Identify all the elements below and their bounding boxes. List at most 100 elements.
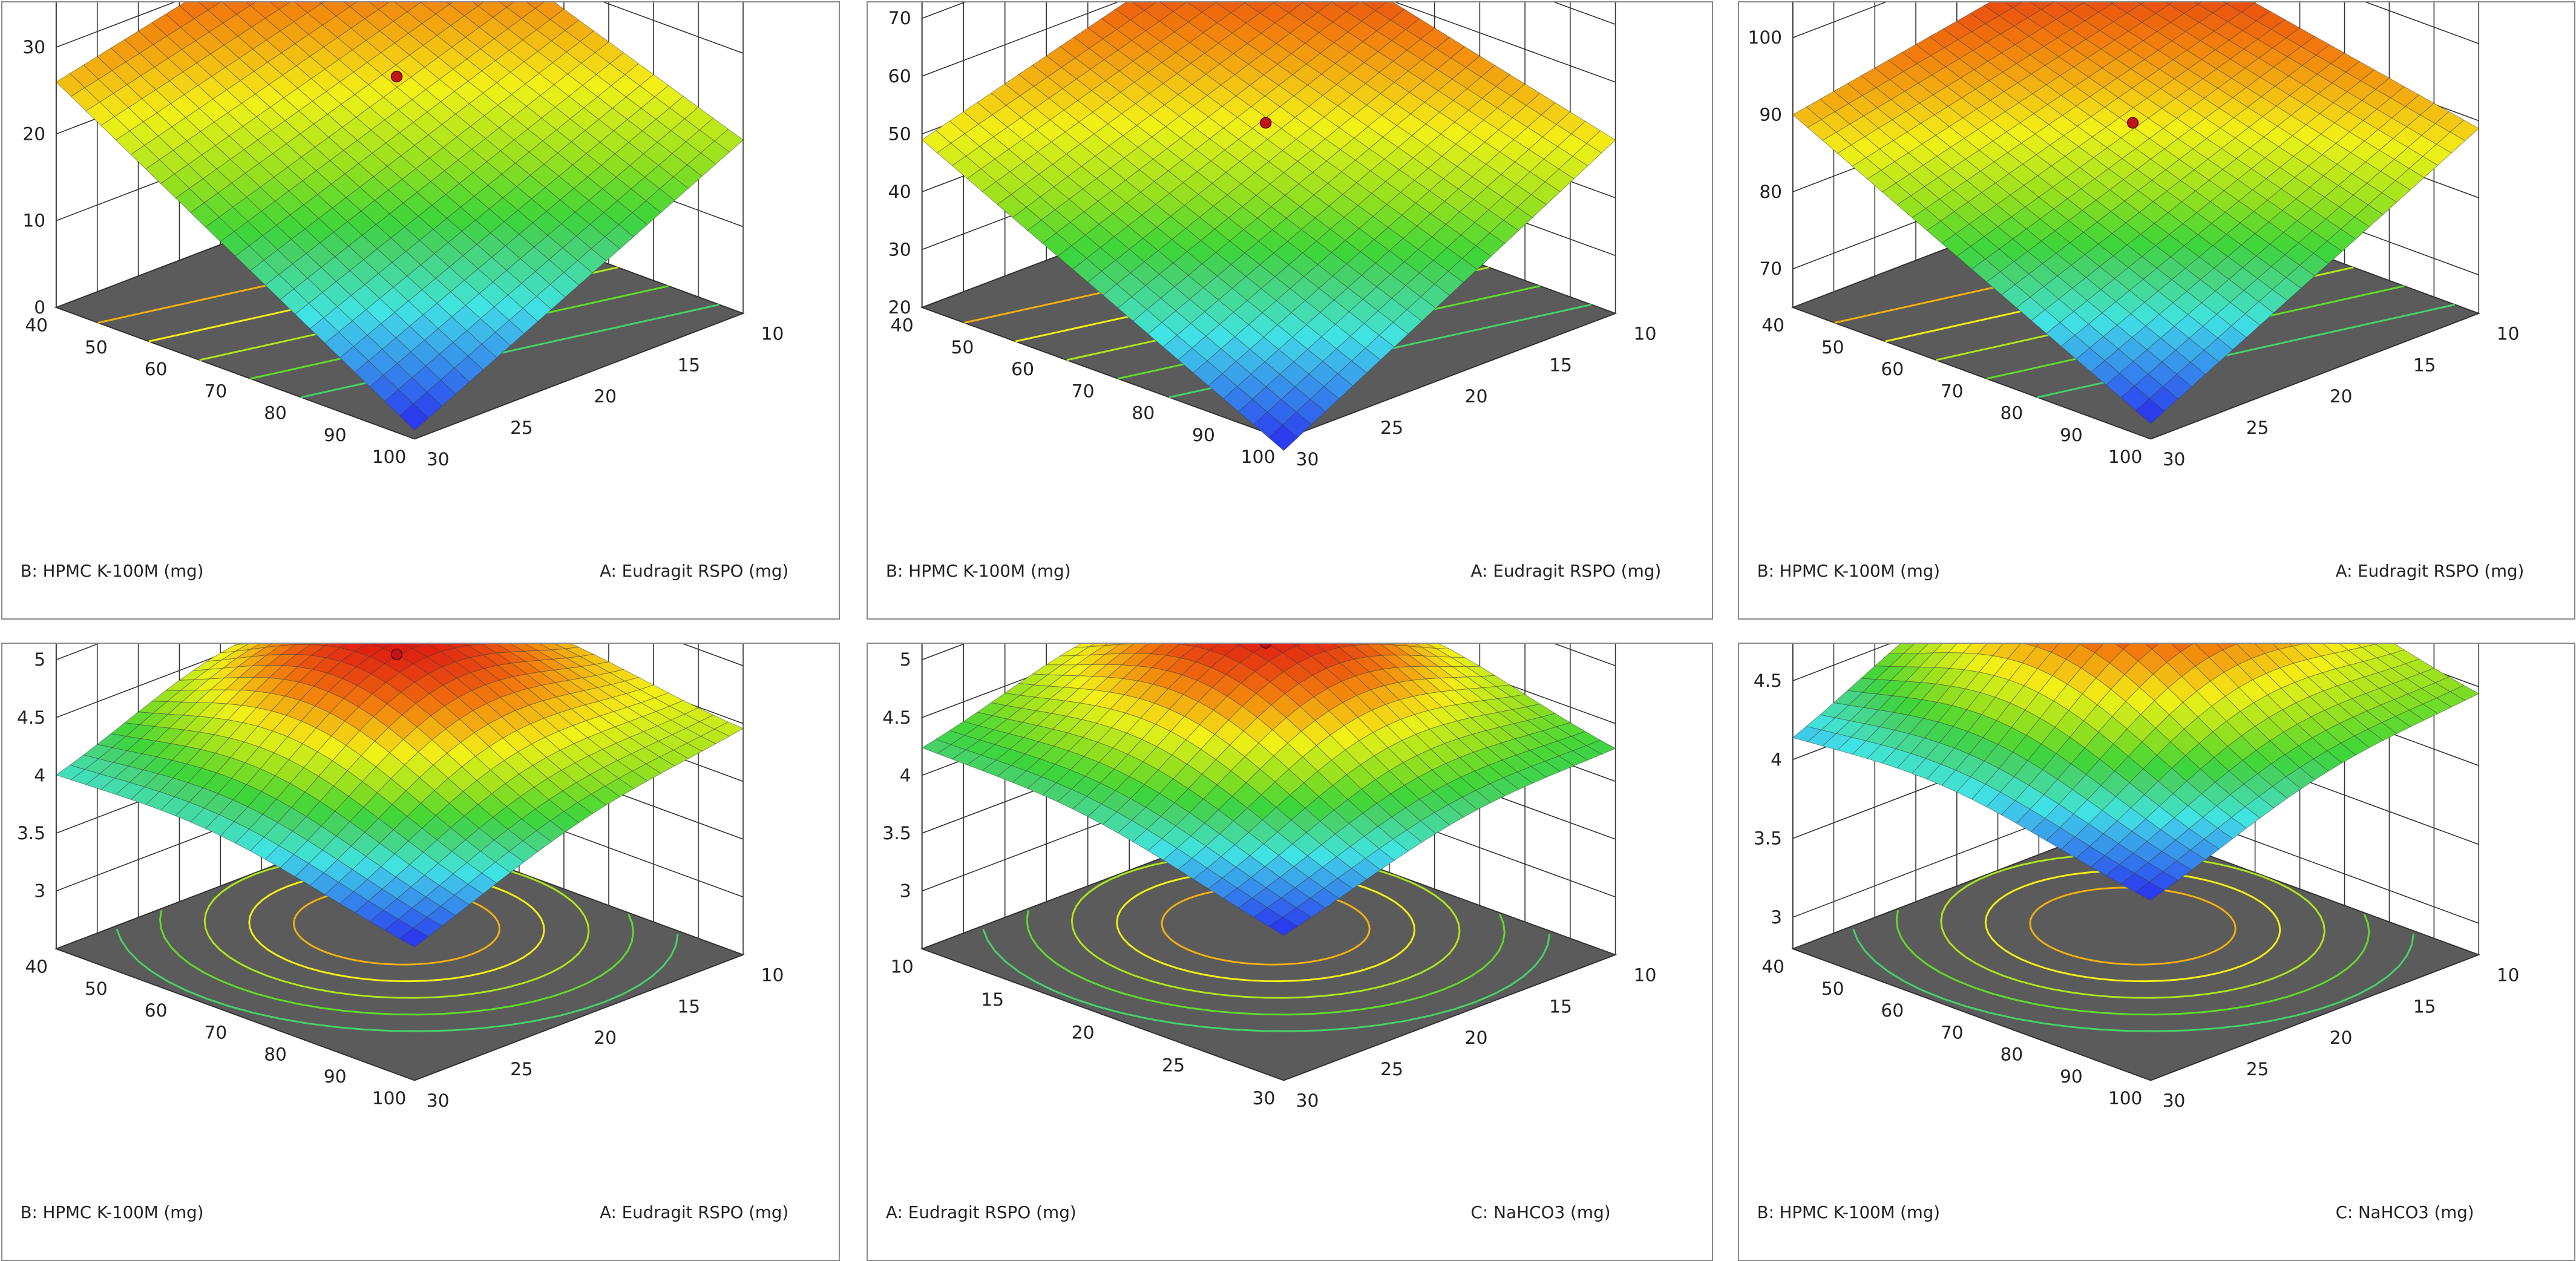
x-axis-label: A: Eudragit RSPO (mg) — [2336, 561, 2525, 581]
surface-cell — [2194, 2, 2201, 5]
x-tick-label: 30 — [1296, 449, 1319, 470]
y-tick-label: 90 — [2060, 425, 2083, 445]
surface-cell — [2145, 644, 2160, 650]
surface-cell — [399, 403, 429, 431]
x-tick-label: 15 — [2413, 996, 2436, 1017]
chart-panel-dr8: 20304050607080DR 8 (%)302520151010090807… — [867, 1, 1713, 620]
y-tick-label: 60 — [145, 358, 168, 379]
y-tick-label: 70 — [204, 380, 227, 401]
surface-cell — [499, 2, 514, 8]
contour-line — [1895, 910, 2370, 1016]
x-tick-label: 20 — [1464, 386, 1487, 407]
y-tick-label: 10 — [891, 957, 914, 978]
surface-cell — [2165, 2, 2173, 5]
x-axis-label: A: Eudragit RSPO (mg) — [1470, 561, 1661, 581]
chart-svg: 708090100110DR 24 (%)3025201510100908070… — [1748, 2, 2525, 581]
surface-cell — [2115, 644, 2130, 650]
y-tick-label: 25 — [1162, 1055, 1185, 1076]
y-tick-label: 50 — [85, 336, 108, 358]
x-tick-label: 15 — [1549, 996, 1572, 1017]
x-tick-label: 25 — [510, 417, 533, 438]
x-tick-label: 10 — [1633, 965, 1656, 986]
y-tick-label: 100 — [2108, 1088, 2142, 1109]
x-tick-label: 20 — [2330, 386, 2353, 407]
z-tick-label: 4.5 — [882, 707, 911, 729]
x-tick-label: 10 — [761, 964, 784, 985]
x-tick-label: 20 — [2330, 1027, 2353, 1048]
y-tick-label: 70 — [1941, 381, 1964, 401]
z-tick-label: 5 — [900, 649, 911, 670]
y-tick-label: 60 — [1881, 1000, 1904, 1021]
surface-cell — [2137, 2, 2145, 5]
surface-cell — [2135, 882, 2165, 901]
chart-panel-flt-ac: 33.544.555.5FLT (Sec)3025201510302520151… — [867, 643, 1713, 1261]
y-axis-label: A: Eudragit RSPO (mg) — [886, 1202, 1077, 1222]
z-tick-label: 4.5 — [17, 707, 45, 728]
z-tick-label: 30 — [888, 240, 911, 261]
x-tick-label: 10 — [2497, 965, 2520, 985]
y-tick-label: 50 — [1821, 337, 1844, 358]
y-tick-label: 80 — [264, 402, 287, 424]
z-tick-label: 3.5 — [17, 822, 45, 843]
response-surface — [921, 644, 1616, 936]
response-surface — [1792, 644, 2480, 901]
y-tick-label: 80 — [2001, 403, 2024, 424]
surface-cell — [1292, 644, 1303, 646]
surface-cell — [344, 2, 357, 7]
y-tick-label: 100 — [372, 446, 407, 467]
z-tick-label: 0 — [34, 296, 45, 318]
x-axis-label: A: Eudragit RSPO (mg) — [600, 1202, 788, 1222]
x-tick-label: 30 — [2163, 449, 2186, 470]
x-tick-label: 25 — [510, 1058, 533, 1079]
z-tick-label: 40 — [888, 182, 911, 203]
chart-svg: 33.544.555.5FLT (Sec)3025201510302520151… — [882, 644, 1657, 1222]
surface-cell — [473, 2, 483, 7]
x-tick-label: 30 — [427, 448, 450, 470]
z-tick-label: 3.5 — [1754, 828, 1782, 849]
contour-line — [982, 929, 1551, 1032]
z-tick-label: 60 — [888, 66, 911, 87]
y-tick-label: 100 — [1241, 447, 1276, 468]
x-axis-label: C: NaHCO3 (mg) — [1470, 1202, 1610, 1222]
y-tick-label: 40 — [891, 315, 914, 336]
chart-svg: 33.544.55FLT (Sec)3025201510100908070605… — [1754, 644, 2520, 1222]
design-point — [390, 70, 403, 83]
surface-cell — [526, 2, 544, 9]
y-tick-label: 60 — [1881, 359, 1904, 379]
chart-svg: 010203040DR 1.5 (%)302520151010090807060… — [21, 2, 788, 581]
x-tick-label: 15 — [677, 995, 700, 1017]
wall-gridline — [922, 2, 1616, 83]
chart-svg: 33.544.555.5FLT (Sec)3025201510100908070… — [17, 644, 788, 1222]
z-tick-label: 30 — [22, 36, 45, 57]
x-tick-label: 15 — [677, 354, 700, 375]
y-tick-label: 70 — [1072, 381, 1095, 402]
chart-panel-flt-ab: 33.544.555.5FLT (Sec)3025201510100908070… — [1, 643, 840, 1261]
z-tick-label: 100 — [1748, 27, 1782, 48]
contour-line — [1984, 870, 2281, 983]
x-tick-label: 10 — [2497, 323, 2520, 344]
contour-line — [2029, 886, 2237, 966]
x-tick-label: 25 — [1380, 1059, 1403, 1080]
response-surface — [1792, 2, 2480, 424]
x-tick-label: 25 — [2246, 1059, 2269, 1079]
contour-line — [159, 910, 635, 1016]
y-tick-label: 50 — [1821, 978, 1844, 999]
x-tick-label: 25 — [1380, 418, 1403, 439]
surface-cell — [446, 2, 453, 5]
y-tick-label: 40 — [1762, 957, 1785, 977]
z-tick-label: 90 — [1759, 104, 1782, 125]
contour-line — [1026, 910, 1506, 1016]
surface-cell — [246, 2, 256, 6]
design-point — [1260, 644, 1272, 649]
y-tick-label: 80 — [1132, 403, 1155, 424]
x-tick-label: 15 — [2413, 355, 2436, 375]
z-tick-label: 70 — [888, 8, 911, 29]
z-tick-label: 80 — [1759, 182, 1782, 202]
wall-gridline — [56, 2, 744, 54]
z-tick-label: 70 — [1759, 258, 1782, 279]
surface-cell — [2135, 398, 2165, 424]
y-tick-label: 20 — [1072, 1022, 1095, 1043]
y-tick-label: 80 — [264, 1044, 287, 1065]
contour-line — [1852, 929, 2415, 1032]
response-surface — [921, 2, 1616, 451]
